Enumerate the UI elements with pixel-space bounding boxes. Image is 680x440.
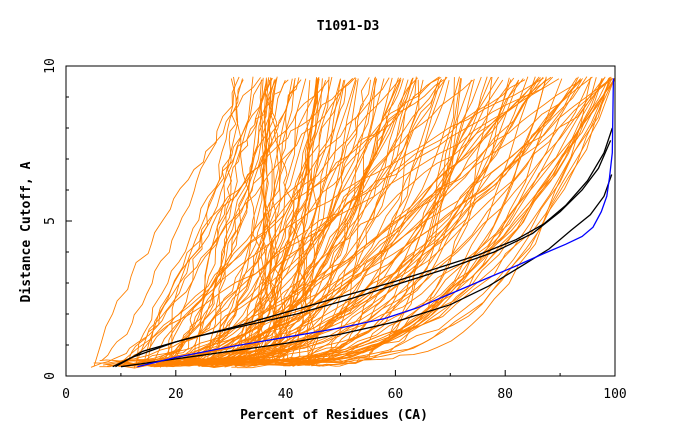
chart-title: T1091-D3 bbox=[317, 19, 380, 34]
y-tick-label: 10 bbox=[43, 58, 58, 74]
model-series-line bbox=[261, 78, 353, 364]
model-series-line bbox=[136, 77, 273, 363]
model-series-line bbox=[266, 78, 462, 364]
model-series-line bbox=[289, 76, 612, 367]
x-tick-label: 60 bbox=[388, 387, 404, 402]
model-series-line bbox=[289, 77, 418, 362]
model-series-line bbox=[122, 77, 390, 366]
y-tick-label: 5 bbox=[43, 217, 58, 225]
model-series-line bbox=[198, 79, 526, 368]
model-series-line bbox=[173, 76, 552, 361]
model-series-line bbox=[297, 76, 493, 367]
model-series-line bbox=[166, 76, 593, 367]
model-series-line bbox=[235, 77, 317, 365]
plot-area: 0 20 40 60 80 100 0 5 10 bbox=[43, 58, 627, 402]
model-series-line bbox=[218, 78, 604, 365]
x-tick-label: 100 bbox=[603, 387, 626, 402]
model-series-line bbox=[268, 78, 603, 365]
x-axis-title: Percent of Residues (CA) bbox=[240, 408, 428, 423]
model-series-line bbox=[217, 76, 237, 364]
model-series-line bbox=[311, 76, 488, 367]
x-tick-label: 20 bbox=[168, 387, 184, 402]
model-series-line bbox=[203, 78, 323, 366]
model-series-line bbox=[101, 76, 240, 361]
x-tick-label: 0 bbox=[62, 387, 70, 402]
x-tick-label: 80 bbox=[497, 387, 513, 402]
model-series-line bbox=[159, 79, 244, 368]
model-series-line bbox=[99, 78, 320, 368]
model-series-line bbox=[157, 77, 417, 366]
model-series-line bbox=[160, 77, 357, 365]
model-series-line bbox=[259, 79, 282, 362]
model-series-line bbox=[165, 77, 318, 364]
model-series-line bbox=[93, 77, 261, 367]
model-series-line bbox=[280, 79, 582, 364]
model-series-line bbox=[138, 78, 613, 361]
model-series-line bbox=[226, 78, 475, 363]
model-series-line bbox=[122, 77, 402, 366]
model-series-line bbox=[230, 78, 294, 365]
model-series-line bbox=[238, 79, 319, 365]
black-series-line bbox=[115, 140, 612, 368]
model-series-line bbox=[180, 79, 504, 367]
model-series-line bbox=[116, 79, 611, 365]
model-series-line bbox=[166, 79, 275, 368]
model-series-line bbox=[152, 76, 254, 363]
model-series-line bbox=[225, 77, 510, 366]
model-series-line bbox=[156, 77, 541, 367]
model-series-line bbox=[167, 76, 447, 364]
model-series-line bbox=[90, 80, 286, 368]
model-series-line bbox=[251, 79, 277, 366]
model-series-line bbox=[207, 78, 378, 363]
model-series-line bbox=[136, 78, 582, 366]
axis-ticks: 0 20 40 60 80 100 0 5 10 bbox=[43, 58, 627, 402]
blue-series-line bbox=[137, 78, 615, 368]
y-axis-title: Distance Cutoff, A bbox=[19, 161, 34, 302]
model-series-line bbox=[126, 77, 592, 364]
model-series-line bbox=[304, 78, 319, 366]
model-series-line bbox=[264, 79, 311, 363]
model-series-line bbox=[308, 78, 404, 360]
y-tick-label: 0 bbox=[43, 372, 58, 380]
model-series-line bbox=[243, 76, 439, 367]
model-series-line bbox=[163, 78, 612, 365]
model-series-line bbox=[107, 79, 263, 367]
black-series-line bbox=[120, 174, 613, 368]
model-series-line bbox=[193, 78, 615, 367]
model-series-line bbox=[265, 79, 318, 366]
model-series-line bbox=[197, 79, 271, 362]
model-series-group bbox=[90, 76, 615, 369]
model-series-line bbox=[297, 79, 611, 364]
model-series-line bbox=[182, 77, 547, 367]
model-series-line bbox=[171, 79, 289, 363]
model-series-line bbox=[193, 77, 300, 364]
highlight-series-group bbox=[112, 78, 615, 368]
x-tick-label: 40 bbox=[278, 387, 294, 402]
model-series-line bbox=[146, 77, 356, 365]
model-series-line bbox=[291, 76, 417, 363]
model-series-line bbox=[222, 79, 472, 367]
